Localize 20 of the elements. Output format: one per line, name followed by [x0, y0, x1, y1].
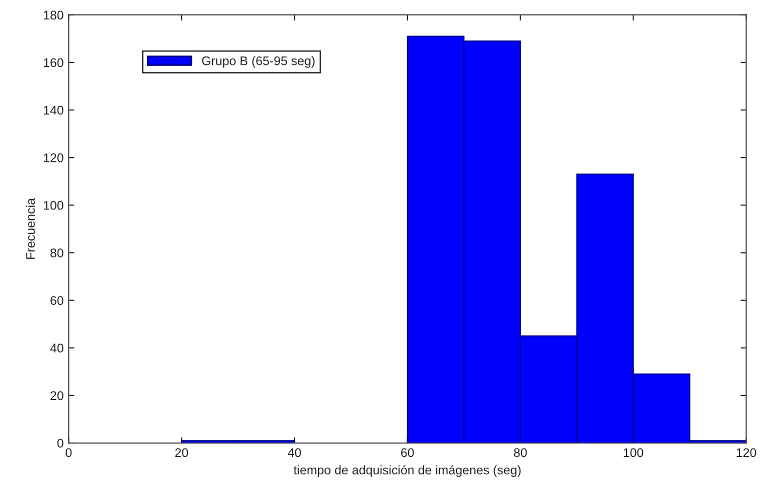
x-tick-label: 40: [288, 448, 301, 458]
x-tick-label: 60: [401, 448, 414, 458]
y-tick-label: 140: [44, 106, 64, 115]
x-axis-title: tiempo de adquisición de imágenes (seg): [294, 465, 521, 477]
y-tick-label: 60: [50, 296, 64, 305]
y-tick-label: 100: [44, 200, 64, 210]
y-tick-label: 80: [50, 248, 64, 258]
legend-label: Grupo B (65-95 seg): [202, 56, 315, 68]
y-tick-label: 20: [50, 391, 64, 400]
y-tick-label: 0: [57, 438, 64, 448]
x-tick-label: 0: [66, 448, 72, 458]
y-tick-label: 180: [44, 10, 64, 20]
x-tick-label: 20: [175, 448, 188, 458]
y-tick-label: 160: [44, 58, 64, 68]
y-axis-title: Frecuencia: [26, 198, 35, 259]
x-tick-label: 100: [624, 448, 644, 458]
x-tick-label: 80: [514, 448, 527, 458]
x-tick-label: 120: [736, 448, 756, 458]
y-tick-label: 40: [50, 344, 64, 353]
y-tick-label: 120: [44, 153, 64, 162]
